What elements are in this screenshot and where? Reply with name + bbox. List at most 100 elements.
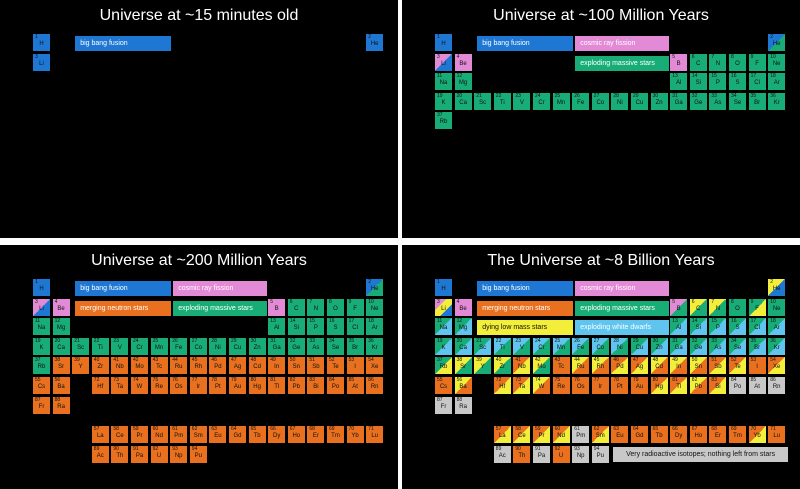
atomic-number: 10 (368, 298, 374, 305)
element-symbol: Au (635, 384, 644, 390)
element-symbol: Cl (754, 325, 760, 332)
element-symbol: Xe (371, 364, 379, 371)
legend-big-bang-fusion: big bang fusion (75, 281, 172, 296)
element-symbol: Ru (576, 364, 585, 371)
element-tile-li: 3 Li (435, 298, 452, 316)
element-tile-in: 49 In (670, 357, 688, 375)
element-tile-k: 19 K (435, 337, 452, 355)
element-tile-p: 15 P (709, 318, 727, 336)
element-symbol: Rh (596, 364, 605, 371)
element-tile-at: 85 At (346, 377, 364, 394)
element-tile-ra: 88 Ra (52, 396, 70, 414)
atomic-number: 10 (770, 298, 776, 305)
atomic-number: 2 (368, 279, 371, 285)
element-symbol: Sr (58, 364, 65, 371)
element-tile-as: 33 As (709, 92, 727, 110)
element-tile-al: 13 Al (670, 318, 688, 336)
radioactive-note: Very radioactive isotopes; nothing left … (613, 446, 788, 462)
element-symbol: N (715, 305, 721, 312)
element-symbol: O (333, 305, 338, 312)
element-tile-hg: 80 Hg (650, 377, 668, 394)
atomic-number: 5 (270, 298, 273, 305)
atomic-number: 10 (770, 53, 776, 60)
element-tile-tl: 81 Tl (670, 377, 688, 394)
element-symbol: Te (734, 364, 741, 371)
atomic-number: 6 (691, 53, 695, 60)
element-symbol: Lu (773, 433, 781, 439)
legend-cosmic-ray-fission: cosmic ray fission (575, 281, 670, 296)
legend-dying-low-mass-stars: dying low mass stars (477, 320, 574, 336)
atomic-number: 40 (93, 357, 100, 364)
atomic-number: 36 (770, 337, 776, 344)
atomic-number: 20 (54, 337, 61, 344)
element-tile-rb: 37 Rb (435, 357, 452, 375)
legend-merging-neutron-stars: merging neutron stars (75, 300, 172, 316)
atomic-number: 19 (437, 337, 443, 344)
element-symbol: Cs (439, 384, 448, 390)
atomic-number: 45 (593, 357, 600, 364)
element-symbol: Ac (96, 452, 104, 459)
atomic-number: 85 (348, 377, 355, 383)
atomic-number: 30 (652, 92, 659, 99)
element-symbol: I (756, 364, 758, 371)
atomic-number: 50 (289, 357, 296, 364)
element-symbol: Ir (196, 384, 201, 390)
atomic-number: 62 (191, 426, 198, 432)
element-tile-ar: 18 Ar (768, 318, 786, 336)
legend-merging-neutron-stars: merging neutron stars (477, 300, 574, 316)
element-symbol: C (294, 305, 299, 312)
element-symbol: Kr (773, 344, 780, 351)
element-symbol: Nd (155, 433, 163, 439)
element-tile-ge: 32 Ge (689, 337, 707, 355)
atomic-number: 39 (476, 357, 482, 364)
element-symbol: V (519, 344, 524, 351)
element-symbol: Br (754, 344, 761, 351)
element-tile-au: 79 Au (631, 377, 648, 394)
atomic-number: 76 (172, 377, 178, 383)
legend-exploding-massive-stars: exploding massive stars (173, 300, 268, 316)
element-tile-ac: 89 Ac (91, 445, 109, 463)
element-symbol: Co (194, 344, 203, 351)
element-symbol: K (441, 99, 446, 106)
atomic-number: 14 (691, 318, 698, 325)
element-tile-v: 23 V (111, 337, 129, 355)
element-tile-ta: 73 Ta (513, 377, 531, 394)
atomic-number: 4 (54, 298, 58, 305)
element-symbol: Na (439, 80, 448, 87)
element-symbol: Cd (655, 364, 663, 371)
atomic-number: 53 (750, 357, 757, 364)
element-symbol: Tb (253, 433, 261, 439)
element-symbol: Bi (313, 384, 319, 390)
element-symbol: Sn (694, 364, 702, 371)
element-symbol: Ge (694, 344, 703, 351)
atomic-number: 86 (770, 377, 776, 383)
element-symbol: Gd (635, 433, 644, 439)
element-tile-xe: 54 Xe (366, 357, 384, 375)
element-tile-pb: 82 Pb (287, 377, 305, 394)
atomic-number: 6 (289, 298, 293, 305)
atomic-number: 37 (437, 357, 443, 364)
element-symbol: Ra (459, 403, 467, 410)
element-symbol: Ar (371, 325, 378, 332)
atomic-number: 64 (231, 426, 237, 432)
element-symbol: Mn (154, 344, 164, 351)
element-tile-ar: 18 Ar (768, 73, 786, 91)
atomic-number: 33 (309, 337, 315, 344)
atomic-number: 13 (270, 318, 276, 325)
element-symbol: Lu (371, 433, 379, 439)
atomic-number: 58 (113, 426, 119, 432)
element-symbol: Ta (116, 384, 124, 390)
element-tile-la: 57 La (91, 426, 109, 443)
element-symbol: Nb (116, 364, 124, 371)
atomic-number: 73 (515, 377, 521, 383)
element-symbol: Tc (156, 364, 163, 371)
atomic-number: 71 (770, 426, 776, 432)
element-symbol: Cu (635, 344, 644, 351)
element-tile-th: 90 Th (111, 445, 129, 463)
atomic-number: 15 (711, 73, 717, 80)
element-symbol: Co (596, 344, 605, 351)
element-symbol: In (274, 364, 280, 371)
element-tile-ac: 89 Ac (493, 445, 511, 463)
